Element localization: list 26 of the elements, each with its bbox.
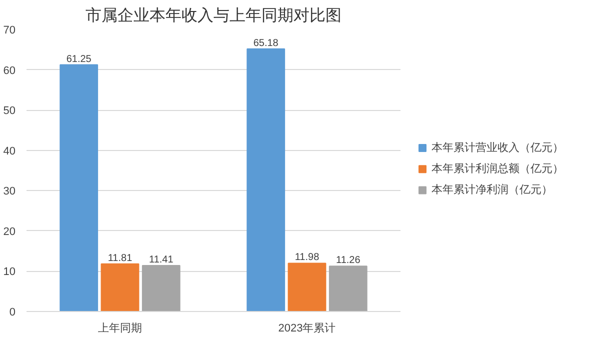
legend-label: 本年累计利润总额（亿元）	[431, 162, 564, 176]
y-tick-label: 20	[3, 226, 16, 238]
y-tick-label: 50	[3, 105, 16, 118]
y-tick-label: 0	[9, 306, 16, 318]
bar	[246, 48, 286, 312]
chart-title: 市属企业本年收入与上年同期对比图	[86, 6, 342, 24]
data-label: 11.98	[294, 252, 320, 264]
bar	[142, 265, 180, 312]
x-tick-label: 上年同期	[98, 322, 142, 334]
legend-label: 本年累计净利润（亿元）	[431, 183, 552, 196]
bar	[288, 262, 326, 312]
y-tick-label: 40	[3, 145, 16, 158]
data-label: 11.26	[336, 255, 361, 266]
bar	[60, 64, 98, 312]
y-tick-label: 70	[3, 24, 16, 36]
data-label: 61.25	[66, 54, 92, 65]
y-tick-label: 10	[3, 266, 16, 278]
x-tick-label: 2023年累计	[278, 322, 336, 334]
legend-label: 本年累计营业收入（亿元）	[431, 140, 564, 154]
data-label: 65.18	[253, 38, 279, 49]
bar	[328, 266, 368, 312]
bar	[100, 263, 140, 312]
y-tick-label: 30	[3, 186, 16, 198]
data-label: 11.41	[149, 254, 174, 266]
y-tick-label: 60	[3, 64, 16, 77]
data-label: 11.81	[108, 252, 133, 264]
